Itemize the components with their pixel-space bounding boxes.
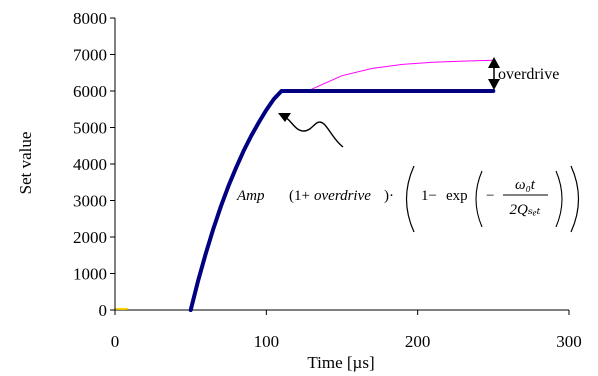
overdrive-label: overdrive: [498, 66, 559, 83]
y-tick-label: 1000: [73, 265, 107, 284]
overdrive-annotation: overdrive: [488, 57, 559, 90]
pointer-arrow-line: [284, 116, 344, 148]
formula-annotation: Amp (1+ overdrive )· 1− exp − ω₀t 2Qₛₑₜ: [236, 165, 580, 233]
formula-denominator: 2Qₛₑₜ: [509, 202, 540, 218]
set-value-curve-line: [188, 89, 496, 312]
formula-exp: exp: [446, 188, 468, 204]
y-tick-label: 2000: [73, 228, 107, 247]
x-tick-label: 100: [254, 332, 280, 351]
formula-paren-left: [475, 170, 483, 228]
axes: [110, 17, 570, 315]
y-tick-label: 3000: [73, 192, 107, 211]
y-tick-label: 4000: [73, 155, 107, 174]
y-tick-label: 5000: [73, 119, 107, 138]
formula-big-paren-left: [405, 165, 415, 233]
y-tick-label: 0: [99, 301, 108, 320]
y-axis-title: Set value: [16, 132, 35, 195]
formula-minus: −: [486, 188, 494, 204]
tick-labels: 0 1000 2000 3000 4000 5000 6000 7000 8000 0 100 200…: [73, 9, 582, 351]
overdrive-arrow-head-top: [488, 57, 500, 68]
x-tick-label: 0: [111, 332, 120, 351]
formula-overdrive: overdrive: [314, 188, 371, 204]
formula-numerator: ω₀t: [515, 177, 536, 193]
formula-one-plus: (1+: [289, 188, 310, 204]
formula-close-dot: )·: [384, 188, 394, 204]
formula-one-minus: 1−: [421, 188, 437, 204]
formula-paren-right: [555, 170, 563, 228]
series-group: [115, 59, 496, 312]
formula-amp: Amp: [236, 188, 265, 204]
x-tick-label: 300: [556, 332, 582, 351]
y-tick-label: 7000: [73, 46, 107, 65]
x-tick-label: 200: [405, 332, 431, 351]
pointer-arrow-head: [278, 113, 291, 122]
formula-big-paren-right: [570, 165, 580, 233]
overdrive-arrow-head-bottom: [488, 79, 500, 90]
overdrive-curve-line: [311, 59, 494, 90]
formula-pointer-arrow: [278, 113, 344, 148]
y-tick-label: 6000: [73, 82, 107, 101]
y-tick-label: 8000: [73, 9, 107, 28]
x-axis-title: Time [µs]: [307, 353, 374, 372]
